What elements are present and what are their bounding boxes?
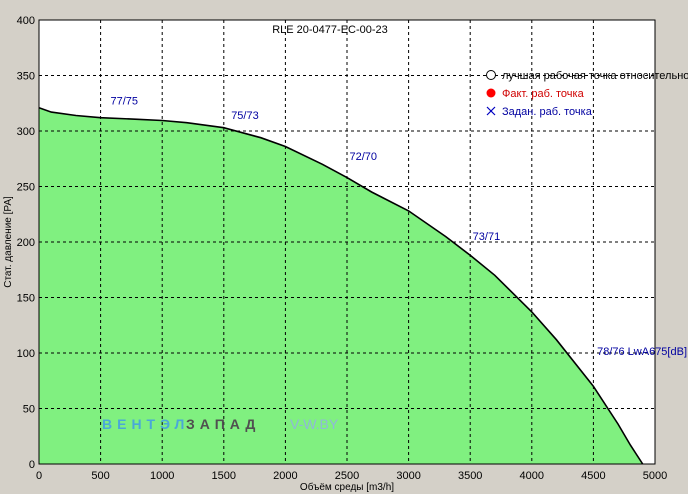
curve-area-fill bbox=[39, 107, 643, 464]
sound-level-annotation: 78/76 LwA675[dB] bbox=[597, 346, 687, 358]
legend-best-point-marker bbox=[486, 70, 496, 80]
watermark-part2: ЗАПАД bbox=[186, 416, 260, 432]
legend-set-point-label: Задан. раб. точка bbox=[502, 106, 593, 118]
legend-actual-point-label: Факт. раб. точка bbox=[502, 88, 585, 100]
sound-level-annotation: 75/73 bbox=[231, 110, 259, 122]
watermark: ВЕНТЭЛ ЗАПАД V-W.BY bbox=[102, 416, 339, 432]
y-tick-label: 150 bbox=[17, 293, 35, 305]
sound-level-annotation: 72/70 bbox=[349, 151, 377, 163]
y-tick-label: 200 bbox=[17, 237, 35, 249]
watermark-part1: ВЕНТЭЛ bbox=[102, 416, 189, 432]
y-axis-label: Стат. давление [PA] bbox=[3, 196, 14, 288]
x-tick-label: 5000 bbox=[643, 470, 667, 482]
fan-curve-line bbox=[38, 106, 644, 465]
y-tick-label: 100 bbox=[17, 348, 35, 360]
x-axis-label: Объём среды [m3/h] bbox=[300, 481, 394, 493]
y-tick-label: 400 bbox=[17, 15, 35, 27]
x-tick-label: 3000 bbox=[396, 470, 420, 482]
y-tick-label: 350 bbox=[17, 71, 35, 83]
plot-frame bbox=[38, 19, 656, 465]
grid-lines bbox=[39, 20, 655, 464]
sound-level-annotation: 77/75 bbox=[110, 95, 138, 107]
x-tick-label: 2000 bbox=[273, 470, 297, 482]
annotations: 77/75 75/73 72/70 73/71 78/76 LwA675[dB] bbox=[110, 95, 687, 358]
x-tick-label: 3500 bbox=[458, 470, 482, 482]
x-tick-label: 1000 bbox=[150, 470, 174, 482]
legend: лучшая рабочая точка относительно Факт. … bbox=[486, 70, 688, 118]
x-tick-label: 500 bbox=[91, 470, 109, 482]
y-tick-label: 50 bbox=[23, 404, 35, 416]
y-tick-label: 250 bbox=[17, 182, 35, 194]
x-tick-label: 4500 bbox=[581, 470, 605, 482]
y-tick-label: 0 bbox=[29, 459, 35, 471]
legend-set-point-marker bbox=[486, 106, 496, 116]
legend-best-point-label: лучшая рабочая точка относительно bbox=[502, 70, 688, 82]
y-tick-label: 300 bbox=[17, 126, 35, 138]
x-tick-label: 1500 bbox=[212, 470, 236, 482]
x-tick-label: 4000 bbox=[520, 470, 544, 482]
chart-title: RLE 20-0477-EC-00-23 bbox=[272, 24, 388, 36]
x-tick-label: 0 bbox=[36, 470, 42, 482]
sound-level-annotation: 73/71 bbox=[473, 231, 501, 243]
legend-actual-point-marker bbox=[486, 88, 496, 98]
tick-labels: 0 500 1000 1500 2000 2500 3000 3500 4000 4500 5000… bbox=[17, 15, 668, 482]
x-tick-label: 2500 bbox=[335, 470, 359, 482]
watermark-part3: V-W.BY bbox=[290, 416, 339, 432]
